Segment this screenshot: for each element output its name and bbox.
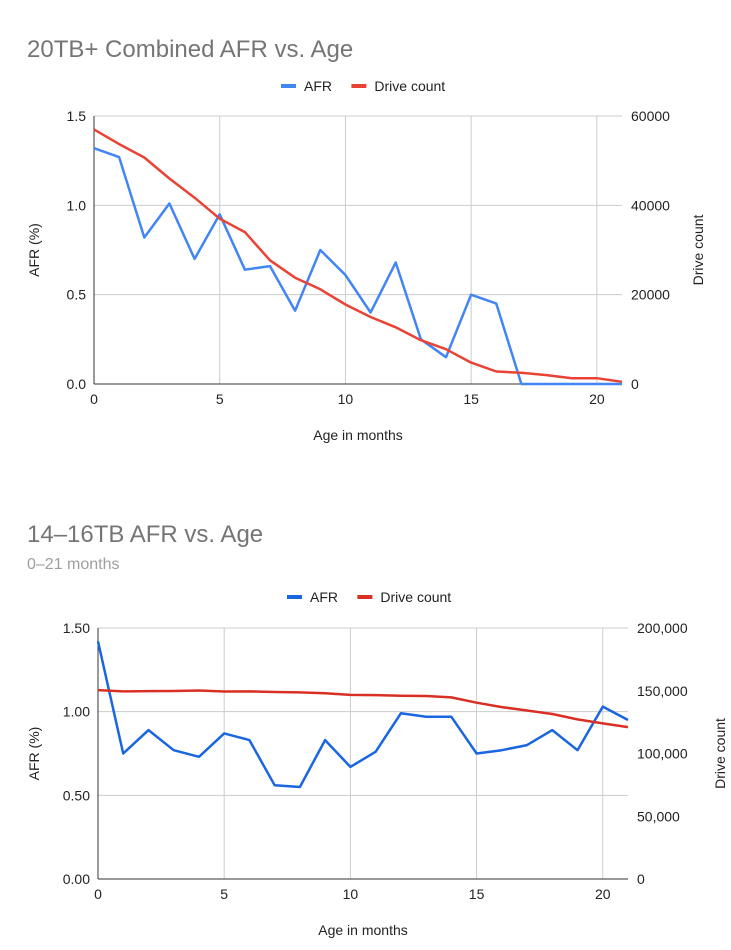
y-axis-title: AFR (%)	[26, 727, 42, 781]
y2-tick-label: 60000	[631, 108, 670, 124]
y2-axis-title: Drive count	[712, 718, 728, 789]
y2-tick-label: 50,000	[637, 808, 680, 824]
y-tick-label: 0.0	[67, 376, 87, 392]
y2-tick-label: 200,000	[637, 620, 688, 636]
x-tick-label: 10	[343, 886, 359, 902]
y2-tick-label: 20000	[631, 287, 670, 303]
chart-subtitle: 0–21 months	[27, 556, 120, 573]
y2-tick-label: 0	[631, 376, 639, 392]
legend-label: AFR	[304, 78, 332, 94]
legend-label: AFR	[310, 589, 338, 605]
y-tick-label: 1.0	[67, 197, 87, 213]
series-line-drive-count	[97, 688, 629, 729]
x-tick-label: 15	[463, 391, 479, 407]
chart-afr-20tb: 20TB+ Combined AFR vs. Age 0.0 0.5 1.0 1.5 0…	[0, 0, 731, 470]
x-tick-label: 10	[338, 391, 354, 407]
y-tick-label: 1.00	[63, 704, 90, 720]
chart-afr-14-16tb: 14–16TB AFR vs. Age 0–21 months 0.00 0.50…	[0, 470, 731, 950]
y2-tick-label: 150,000	[637, 683, 688, 699]
y-tick-label: 0.50	[63, 787, 90, 803]
chart-plot: 0.00 0.50 1.00 1.50 0 5 10 15 20 0 50,000 100,000 15…	[26, 589, 728, 938]
y-tick-label: 0.5	[67, 287, 87, 303]
y2-tick-label: 0	[637, 871, 645, 887]
y2-axis-title: Drive count	[690, 214, 706, 285]
y-tick-label: 0.00	[63, 871, 90, 887]
y-tick-label: 1.5	[67, 108, 87, 124]
series-line-afr	[93, 147, 622, 386]
chart-plot: 0.0 0.5 1.0 1.5 0 5 10 15 20 0 20000 40000 60000 AFR D…	[26, 78, 706, 443]
legend-label: Drive count	[374, 78, 445, 94]
x-tick-label: 20	[589, 391, 605, 407]
x-tick-label: 0	[94, 886, 102, 902]
chart-title: 14–16TB AFR vs. Age	[27, 521, 264, 548]
x-tick-label: 5	[220, 886, 228, 902]
legend-label: Drive count	[380, 589, 451, 605]
x-tick-label: 5	[216, 391, 224, 407]
x-axis-title: Age in months	[318, 922, 408, 938]
x-axis-title: Age in months	[313, 427, 403, 443]
y-tick-label: 1.50	[63, 620, 90, 636]
chart-title: 20TB+ Combined AFR vs. Age	[27, 36, 354, 63]
series-line-afr	[96, 641, 629, 789]
y-axis-title: AFR (%)	[26, 223, 42, 277]
x-tick-label: 15	[469, 886, 485, 902]
x-tick-label: 20	[595, 886, 611, 902]
y2-tick-label: 100,000	[637, 746, 688, 762]
y2-tick-label: 40000	[631, 197, 670, 213]
series-line-drive-count	[93, 128, 623, 384]
x-tick-label: 0	[90, 391, 98, 407]
